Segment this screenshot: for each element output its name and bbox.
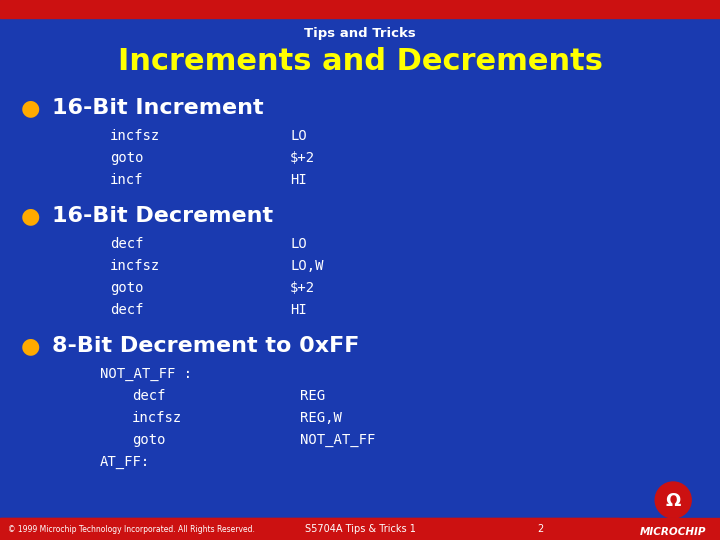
Text: LO: LO (290, 129, 307, 143)
Text: REG,W: REG,W (300, 411, 342, 425)
Text: incfsz: incfsz (132, 411, 182, 425)
Circle shape (655, 482, 691, 518)
Text: LO: LO (290, 237, 307, 251)
Text: decf: decf (110, 303, 143, 317)
Text: HI: HI (290, 173, 307, 187)
Text: MICROCHIP: MICROCHIP (640, 527, 706, 537)
Text: HI: HI (290, 303, 307, 317)
Text: 16-Bit Increment: 16-Bit Increment (52, 98, 264, 118)
Text: $+2: $+2 (290, 151, 315, 165)
Text: decf: decf (132, 389, 166, 403)
Text: ●: ● (20, 98, 40, 118)
Text: decf: decf (110, 237, 143, 251)
Text: 2: 2 (537, 524, 543, 534)
Text: LO,W: LO,W (290, 259, 323, 273)
Text: Tips and Tricks: Tips and Tricks (304, 28, 416, 40)
Text: incfsz: incfsz (110, 259, 161, 273)
Text: Ω: Ω (665, 492, 681, 510)
Text: S5704A Tips & Tricks 1: S5704A Tips & Tricks 1 (305, 524, 415, 534)
Text: NOT_AT_FF :: NOT_AT_FF : (100, 367, 192, 381)
Text: REG: REG (300, 389, 325, 403)
Text: Increments and Decrements: Increments and Decrements (117, 48, 603, 77)
Bar (0, 518, 720, 540)
Bar (0, 518, 619, 540)
Bar (0, 0, 720, 18)
Text: ●: ● (20, 206, 40, 226)
Text: goto: goto (132, 433, 166, 447)
Text: incfsz: incfsz (110, 129, 161, 143)
Text: goto: goto (110, 281, 143, 295)
Text: $+2: $+2 (290, 281, 315, 295)
Text: © 1999 Microchip Technology Incorporated. All Rights Reserved.: © 1999 Microchip Technology Incorporated… (8, 524, 255, 534)
Text: incf: incf (110, 173, 143, 187)
Text: goto: goto (110, 151, 143, 165)
Text: 16-Bit Decrement: 16-Bit Decrement (52, 206, 273, 226)
Text: 8-Bit Decrement to 0xFF: 8-Bit Decrement to 0xFF (52, 336, 359, 356)
Text: NOT_AT_FF: NOT_AT_FF (300, 433, 375, 447)
Text: AT_FF:: AT_FF: (100, 455, 150, 469)
Text: ●: ● (20, 336, 40, 356)
